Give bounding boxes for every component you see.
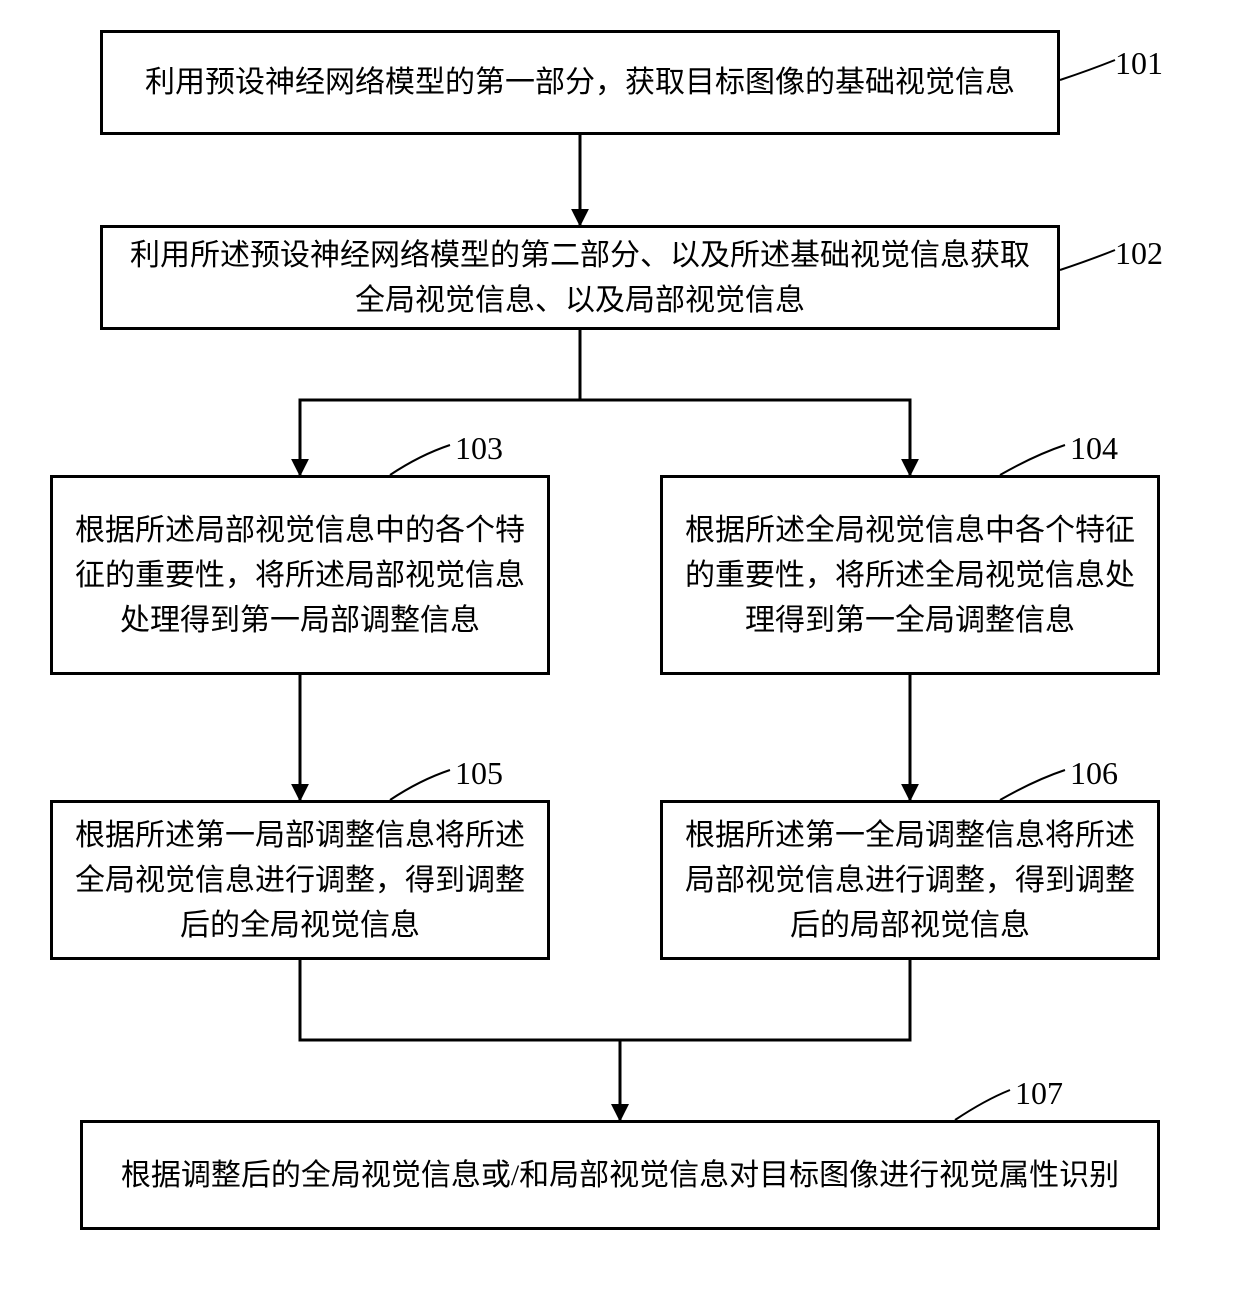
node-text: 根据所述第一全局调整信息将所述局部视觉信息进行调整，得到调整后的局部视觉信息 bbox=[683, 813, 1137, 948]
step-label-101: 101 bbox=[1115, 45, 1163, 82]
node-text: 利用所述预设神经网络模型的第二部分、以及所述基础视觉信息获取全局视觉信息、以及局… bbox=[123, 233, 1037, 323]
label-leader-n102 bbox=[1060, 250, 1115, 270]
node-text: 根据所述局部视觉信息中的各个特征的重要性，将所述局部视觉信息处理得到第一局部调整… bbox=[73, 508, 527, 643]
node-text: 根据所述全局视觉信息中各个特征的重要性，将所述全局视觉信息处理得到第一全局调整信… bbox=[683, 508, 1137, 643]
label-leader-n104 bbox=[1000, 445, 1065, 475]
flowchart-node-n101: 利用预设神经网络模型的第一部分，获取目标图像的基础视觉信息 bbox=[100, 30, 1060, 135]
step-label-106: 106 bbox=[1070, 755, 1118, 792]
flowchart-canvas: 利用预设神经网络模型的第一部分，获取目标图像的基础视觉信息利用所述预设神经网络模… bbox=[0, 0, 1240, 1290]
flowchart-node-n104: 根据所述全局视觉信息中各个特征的重要性，将所述全局视觉信息处理得到第一全局调整信… bbox=[660, 475, 1160, 675]
step-label-107: 107 bbox=[1015, 1075, 1063, 1112]
edge-n102-n104 bbox=[580, 330, 910, 475]
label-leader-n107 bbox=[955, 1090, 1010, 1120]
flowchart-node-n107: 根据调整后的全局视觉信息或/和局部视觉信息对目标图像进行视觉属性识别 bbox=[80, 1120, 1160, 1230]
step-label-102: 102 bbox=[1115, 235, 1163, 272]
step-label-105: 105 bbox=[455, 755, 503, 792]
step-label-104: 104 bbox=[1070, 430, 1118, 467]
node-text: 根据调整后的全局视觉信息或/和局部视觉信息对目标图像进行视觉属性识别 bbox=[121, 1153, 1119, 1198]
flowchart-node-n102: 利用所述预设神经网络模型的第二部分、以及所述基础视觉信息获取全局视觉信息、以及局… bbox=[100, 225, 1060, 330]
label-leader-n103 bbox=[390, 445, 450, 475]
flowchart-node-n103: 根据所述局部视觉信息中的各个特征的重要性，将所述局部视觉信息处理得到第一局部调整… bbox=[50, 475, 550, 675]
flowchart-node-n105: 根据所述第一局部调整信息将所述全局视觉信息进行调整，得到调整后的全局视觉信息 bbox=[50, 800, 550, 960]
edge-n102-n103 bbox=[300, 330, 580, 475]
label-leader-n106 bbox=[1000, 770, 1065, 800]
step-label-103: 103 bbox=[455, 430, 503, 467]
label-leader-n105 bbox=[390, 770, 450, 800]
flowchart-node-n106: 根据所述第一全局调整信息将所述局部视觉信息进行调整，得到调整后的局部视觉信息 bbox=[660, 800, 1160, 960]
node-text: 根据所述第一局部调整信息将所述全局视觉信息进行调整，得到调整后的全局视觉信息 bbox=[73, 813, 527, 948]
edge-n106-n107 bbox=[620, 960, 910, 1120]
node-text: 利用预设神经网络模型的第一部分，获取目标图像的基础视觉信息 bbox=[145, 60, 1015, 105]
edge-n105-n107 bbox=[300, 960, 620, 1120]
label-leader-n101 bbox=[1060, 60, 1115, 80]
